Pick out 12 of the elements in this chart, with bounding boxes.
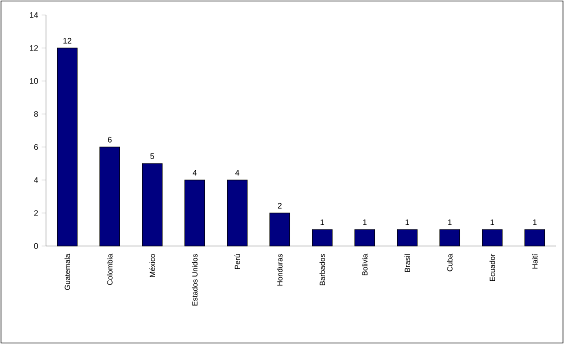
bar xyxy=(142,163,163,246)
bar xyxy=(396,229,418,246)
bar xyxy=(269,212,290,246)
bar xyxy=(56,48,78,246)
bar xyxy=(99,146,120,246)
bar xyxy=(184,180,206,246)
bar xyxy=(354,229,376,246)
bar xyxy=(226,180,248,246)
bar xyxy=(524,229,546,246)
bar xyxy=(482,229,503,246)
bar xyxy=(439,229,460,246)
bar xyxy=(312,229,333,246)
